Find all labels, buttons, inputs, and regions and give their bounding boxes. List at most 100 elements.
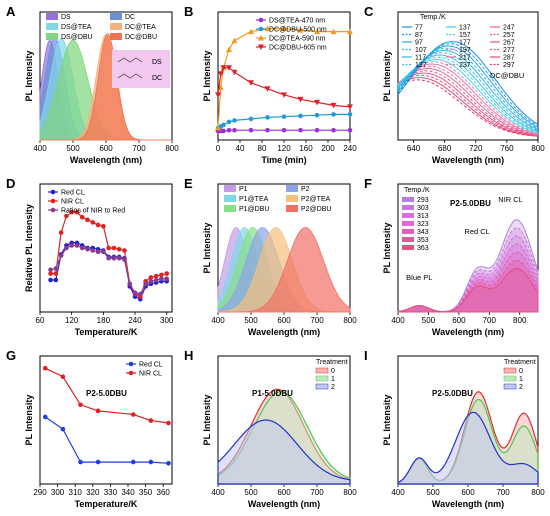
axes-frame: [397, 11, 539, 141]
data-point: [101, 249, 106, 255]
data-point: [95, 222, 101, 228]
data-point: [297, 27, 304, 33]
series-line: [397, 79, 539, 137]
series-area: [218, 227, 351, 313]
data-point: [64, 245, 69, 251]
legend-swatch: [46, 23, 58, 30]
series-line: [397, 52, 539, 132]
x-tick-label: 350: [139, 488, 153, 497]
annotation: P2-5.0DBU: [450, 199, 491, 208]
data-point: [164, 276, 170, 282]
x-tick-label: 80: [258, 144, 267, 153]
x-tick-label: 700: [496, 488, 510, 497]
x-tick-label: 720: [469, 144, 483, 153]
legend-swatch: [402, 221, 414, 226]
series-line: [50, 242, 167, 301]
x-tick-label: 340: [121, 488, 135, 497]
data-point: [331, 112, 336, 117]
data-point: [232, 127, 237, 133]
panel-h: H 400 500 600 700 800 Wavelength (nm) PL Intens…: [184, 348, 357, 509]
x-tick-label: 60: [36, 316, 45, 325]
x-tick-label: 700: [310, 488, 324, 497]
data-point: [122, 257, 127, 262]
series-line: [217, 67, 351, 108]
data-point: [226, 119, 232, 125]
data-point: [166, 460, 171, 466]
legend-label: 0: [331, 368, 335, 375]
x-tick-label: 600: [99, 144, 113, 153]
data-point: [231, 37, 238, 44]
x-tick-label: 600: [452, 316, 466, 325]
x-tick-label: 330: [104, 488, 118, 497]
legend-swatch: [286, 205, 298, 212]
data-point: [148, 278, 154, 284]
data-point: [69, 209, 74, 215]
legend-swatch: [503, 383, 517, 390]
legend-label: NIR CL: [61, 199, 84, 206]
data-point: [347, 127, 353, 133]
legend-label: 287: [503, 55, 515, 62]
x-tick-label: 40: [236, 144, 245, 153]
data-point: [48, 271, 53, 276]
data-point: [281, 25, 287, 32]
y-axis-label: PL Intensity: [382, 395, 392, 446]
legend-swatch: [315, 367, 329, 374]
panel-label: B: [184, 4, 193, 19]
legend-label: 257: [503, 32, 515, 39]
data-point: [69, 243, 74, 248]
legend-label: P2@TEA: [301, 196, 331, 203]
legend-label: 177: [459, 40, 471, 47]
panel-label: E: [184, 176, 193, 191]
data-point: [60, 426, 66, 432]
data-point: [153, 273, 159, 279]
legend-swatch: [110, 33, 122, 40]
data-point: [347, 112, 353, 117]
legend-label: 353: [417, 237, 429, 244]
legend-label: 313: [417, 213, 429, 220]
panel-e: E 400 500 600 700 800 Wavelength (nm) PL Intens…: [184, 176, 357, 337]
x-tick-label: 400: [33, 144, 47, 153]
x-tick-label: 400: [211, 316, 225, 325]
series-area: [397, 235, 539, 313]
data-point: [164, 271, 170, 276]
legend-swatch: [286, 195, 298, 202]
molecule-sketch: [117, 57, 143, 79]
data-point: [53, 277, 59, 283]
x-tick-label: 600: [277, 316, 291, 325]
structure-inset: DS DC: [112, 50, 170, 88]
x-tick-label: 200: [321, 144, 335, 153]
data-point: [217, 71, 224, 77]
y-axis-label: PL Intensity: [202, 395, 212, 446]
legend-label: Ratios of NIR to Red: [61, 208, 125, 215]
legend-label: 217: [459, 55, 471, 62]
legend-swatch: [110, 23, 122, 30]
series-line: [397, 63, 539, 135]
data-point: [58, 230, 64, 235]
legend-swatch: [46, 33, 58, 40]
inset-background: [112, 50, 170, 88]
legend-label: 1: [331, 376, 335, 383]
data-point: [78, 459, 83, 465]
legend-title: Temp./K: [404, 187, 430, 194]
x-axis-label: Time (min): [261, 155, 306, 165]
series-area: [397, 268, 539, 313]
series-area: [397, 227, 539, 313]
legend-swatch: [402, 197, 414, 202]
x-tick-label: 800: [513, 316, 527, 325]
legend-label: 107: [415, 47, 427, 54]
legend-swatch: [46, 13, 58, 20]
x-tick-label: 160: [299, 144, 313, 153]
data-point: [42, 414, 48, 420]
data-point: [347, 28, 353, 35]
data-point: [264, 25, 271, 32]
series-line: [397, 61, 539, 134]
x-tick-label: 640: [407, 144, 421, 153]
annotation: DS: [152, 59, 162, 66]
data-point: [50, 189, 56, 195]
legend-label: 117: [415, 55, 426, 62]
legend-swatch: [402, 213, 414, 218]
x-tick-label: 800: [165, 144, 179, 153]
x-tick-label: 700: [310, 316, 324, 325]
data-point: [215, 124, 221, 131]
